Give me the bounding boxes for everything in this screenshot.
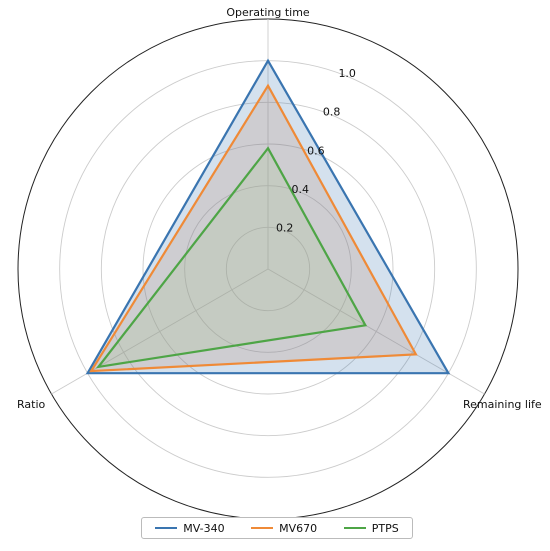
legend-item-MV670: MV670 — [251, 522, 317, 535]
legend-item-MV-340: MV-340 — [155, 521, 225, 535]
legend-swatch — [155, 527, 178, 529]
series-layer — [85, 58, 451, 375]
r-tick-label-3: 0.8 — [323, 106, 341, 119]
legend-label: PTPS — [371, 521, 399, 535]
series-fill-MV-340 — [87, 60, 449, 374]
series-fill-PTPS — [98, 148, 366, 367]
axis-label-2: Ratio — [17, 398, 46, 411]
series-line-MV670 — [89, 83, 418, 373]
legend-label: MV-340 — [183, 521, 225, 535]
series-line-MV-340 — [85, 58, 451, 375]
legend-swatch — [251, 527, 274, 529]
r-tick-label-0: 0.2 — [276, 222, 294, 235]
axis-label-1: Remaining life — [463, 398, 542, 411]
legend-item-PTPS: PTPS — [343, 521, 399, 535]
r-tick-label-4: 1.0 — [338, 67, 356, 80]
legend-swatch — [343, 527, 366, 529]
series-fill-MV670 — [91, 85, 416, 372]
axis-labels: 0.2 0.4 0.6 0.8 1.0 Operating time Remaining l… — [17, 6, 542, 411]
r-tick-label-1: 0.4 — [292, 183, 310, 196]
legend: MV-340 MV670 PTPS — [141, 517, 413, 539]
legend-label: MV670 — [279, 521, 318, 535]
r-tick-label-2: 0.6 — [307, 144, 325, 157]
axis-label-0: Operating time — [226, 6, 310, 19]
series-line-PTPS — [95, 146, 368, 369]
